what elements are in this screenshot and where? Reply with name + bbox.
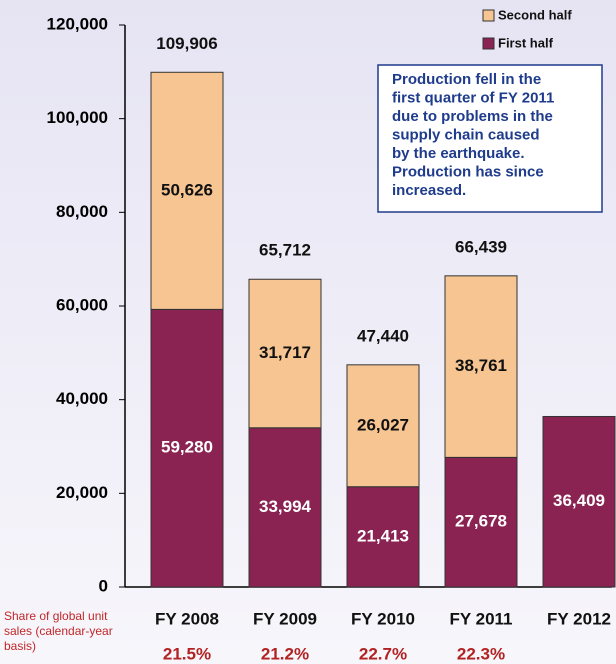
y-tick-label: 60,000 [56, 295, 108, 314]
legend-swatch [482, 9, 495, 22]
share-label: 21.2% [261, 644, 309, 663]
annotation-text: by the earthquake. [392, 145, 525, 162]
bar-segment [444, 456, 518, 588]
annotation-box [377, 64, 603, 213]
annotation-text: due to problems in the [392, 108, 553, 125]
x-tick-label: FY 2008 [155, 609, 219, 628]
data-label: 33,994 [259, 497, 312, 516]
bar-segment [346, 486, 420, 588]
data-label: 50,626 [161, 180, 213, 199]
share-label: 22.3% [457, 644, 505, 663]
y-tick-label: 100,000 [47, 108, 108, 127]
total-label: 66,439 [455, 237, 507, 256]
data-label: 21,413 [357, 526, 409, 545]
x-tick-label: FY 2011 [449, 609, 512, 628]
bar-segment [248, 278, 322, 429]
annotation-text: supply chain caused [392, 126, 540, 143]
share-label: 21.5% [163, 644, 211, 663]
data-label: 36,409 [553, 491, 605, 510]
share-row-label: basis) [4, 639, 36, 653]
data-label: 27,678 [455, 512, 507, 531]
bar-segment [542, 415, 616, 588]
share-row-label: sales (calendar-year [4, 624, 113, 638]
data-label: 31,717 [259, 343, 311, 362]
data-label: 59,280 [161, 438, 213, 457]
y-tick-label: 80,000 [56, 202, 108, 221]
bar-segment [346, 364, 420, 488]
total-label: 109,906 [156, 34, 217, 53]
y-tick-label: 120,000 [47, 14, 108, 33]
legend-label: First half [498, 35, 554, 50]
annotation-text: Production has since [392, 163, 544, 180]
share-row-label: Share of global unit [4, 609, 108, 623]
data-label: 26,027 [357, 415, 409, 434]
bar-segment [150, 71, 224, 310]
total-label: 47,440 [357, 326, 409, 345]
data-label: 38,761 [455, 356, 507, 375]
annotation-text: increased. [392, 182, 466, 199]
x-tick-label: FY 2010 [351, 609, 415, 628]
y-tick-label: 20,000 [56, 483, 108, 502]
y-tick-label: 40,000 [56, 389, 108, 408]
y-tick-label: 0 [99, 576, 108, 595]
share-label: 22.7% [359, 644, 407, 663]
total-label: 65,712 [259, 241, 311, 260]
legend-label: Second half [498, 7, 572, 22]
x-tick-label: FY 2009 [253, 609, 317, 628]
annotation-text: first quarter of FY 2011 [392, 89, 554, 106]
annotation-text: Production fell in the [392, 71, 541, 88]
bar-segment [150, 308, 224, 588]
legend-swatch [482, 37, 495, 50]
bar-segment [444, 275, 518, 458]
x-tick-label: FY 2012 [547, 609, 611, 628]
